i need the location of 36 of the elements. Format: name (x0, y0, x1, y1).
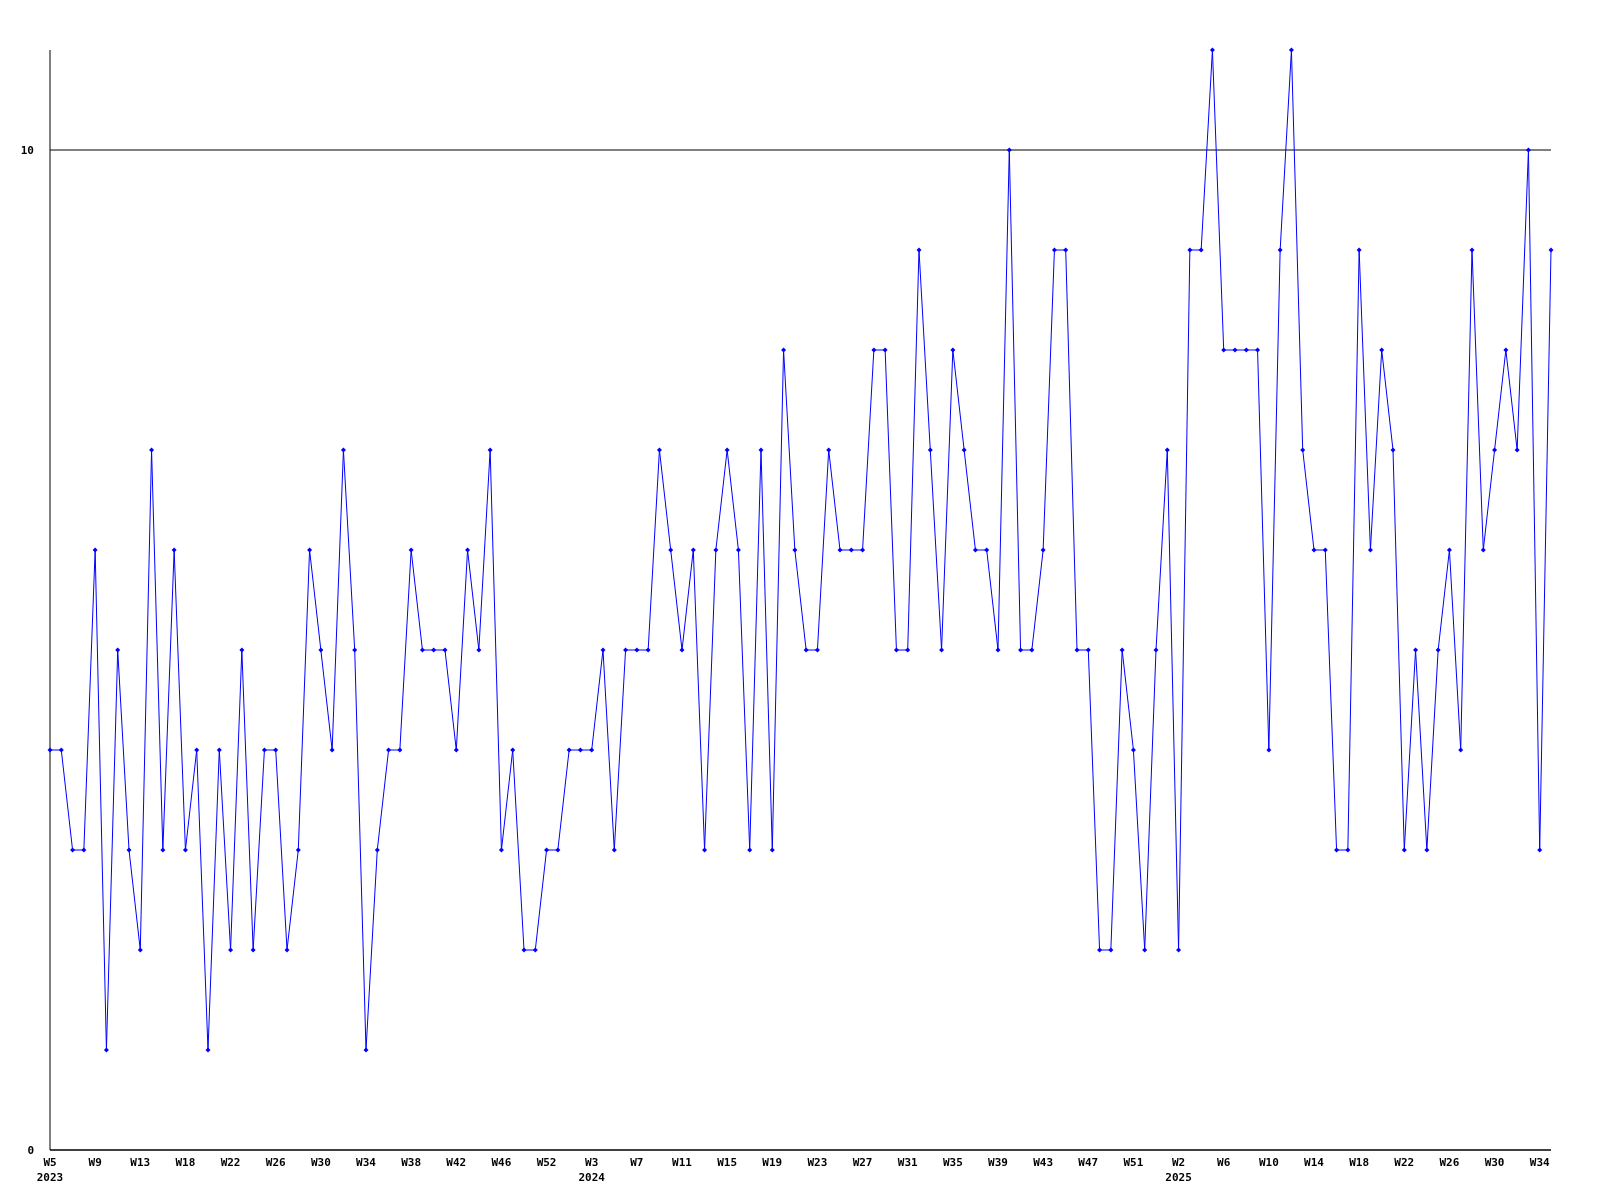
x-tick-label: W27 (852, 1156, 873, 1169)
x-tick-label: W30 (1484, 1156, 1505, 1169)
x-tick-label: W35 (942, 1156, 963, 1169)
x-tick-label: W13 (130, 1156, 151, 1169)
x-tick-label: W11 (672, 1156, 693, 1169)
x-tick-label: W15 (717, 1156, 738, 1169)
x-tick-label: W3 2024 (578, 1156, 606, 1184)
x-tick-label: W47 (1078, 1156, 1099, 1169)
x-tick-label: W26 (265, 1156, 287, 1169)
x-tick-label: W23 (807, 1156, 828, 1169)
x-tick-label: W46 (491, 1156, 512, 1169)
y-tick-label: 0 (27, 1143, 34, 1157)
x-tick-label: W34 (1529, 1156, 1551, 1169)
x-tick-label: W14 (1304, 1156, 1325, 1169)
x-tick-label: W38 (401, 1156, 422, 1169)
x-tick-label: W10 (1258, 1156, 1279, 1169)
x-tick-label: W30 (310, 1156, 331, 1169)
x-tick-label: W18 (1349, 1156, 1370, 1169)
x-tick-label: W5 2023 (36, 1156, 64, 1184)
x-tick-label: W6 (1217, 1156, 1231, 1169)
x-tick-label: W18 (175, 1156, 196, 1169)
x-tick-label: W2 2025 (1165, 1156, 1192, 1184)
x-tick-label: W19 (762, 1156, 783, 1169)
x-tick-label: W51 (1123, 1156, 1144, 1169)
x-tick-label: W22 (1394, 1156, 1415, 1169)
x-tick-label: W9 (88, 1156, 102, 1169)
x-tick-label: W26 (1439, 1156, 1460, 1169)
x-tick-label: W42 (446, 1156, 467, 1169)
x-tick-label: W39 (988, 1156, 1008, 1169)
x-tick-label: W7 (630, 1156, 644, 1169)
x-tick-label: W43 (1033, 1156, 1054, 1169)
y-tick-label: 10 (20, 143, 34, 157)
x-tick-label: W31 (897, 1156, 919, 1169)
x-tick-label: W34 (356, 1156, 377, 1169)
x-tick-label: W22 (220, 1156, 241, 1169)
x-tick-label: W52 (536, 1156, 557, 1169)
